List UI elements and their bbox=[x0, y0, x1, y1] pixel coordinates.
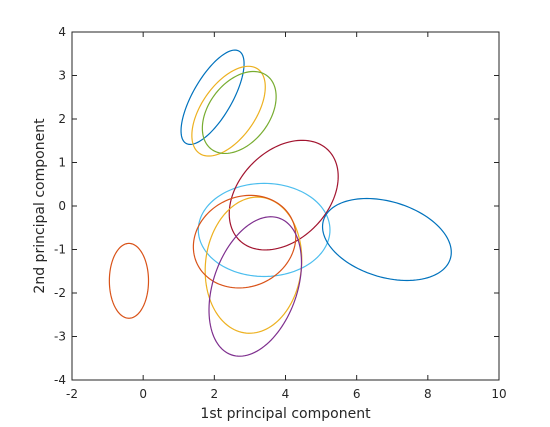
y-axis-label: 2nd principal component bbox=[32, 118, 48, 294]
axis-ticks bbox=[71, 31, 500, 381]
x-tick-label: 2 bbox=[211, 387, 219, 401]
y-tick-label: 4 bbox=[58, 25, 66, 39]
y-tick-label: 1 bbox=[58, 156, 66, 170]
x-tick-label: 6 bbox=[353, 387, 361, 401]
y-tick-label: -2 bbox=[54, 286, 66, 300]
y-tick-label: -1 bbox=[54, 243, 66, 257]
x-tick-label: 0 bbox=[139, 387, 147, 401]
ellipse-1 bbox=[180, 49, 245, 146]
ellipse-series bbox=[108, 49, 452, 357]
ellipse-10 bbox=[321, 197, 452, 282]
y-tick-labels: -4 -3 -2 -1 0 1 2 3 4 bbox=[54, 25, 66, 387]
x-tick-label: 10 bbox=[491, 387, 506, 401]
x-axis-label: 1st principal component bbox=[200, 406, 371, 422]
ellipse-6 bbox=[228, 139, 339, 251]
ellipse-2 bbox=[191, 65, 266, 157]
ellipse-3 bbox=[201, 70, 277, 155]
y-tick-label: 2 bbox=[58, 112, 66, 126]
ellipse-4 bbox=[108, 242, 150, 319]
ellipse-9 bbox=[208, 216, 303, 357]
x-tick-labels: -2 0 2 4 6 8 10 bbox=[66, 387, 507, 401]
y-tick-label: -4 bbox=[54, 373, 66, 387]
x-tick-label: 4 bbox=[282, 387, 290, 401]
ellipse-5 bbox=[197, 182, 331, 278]
y-tick-label: 3 bbox=[58, 69, 66, 83]
y-tick-label: 0 bbox=[58, 199, 66, 213]
ellipse-7 bbox=[204, 196, 303, 334]
x-tick-label: -2 bbox=[66, 387, 78, 401]
x-tick-label: 8 bbox=[424, 387, 432, 401]
plot-frame bbox=[71, 31, 500, 381]
ellipse-8 bbox=[192, 194, 297, 289]
y-tick-label: -3 bbox=[54, 330, 66, 344]
